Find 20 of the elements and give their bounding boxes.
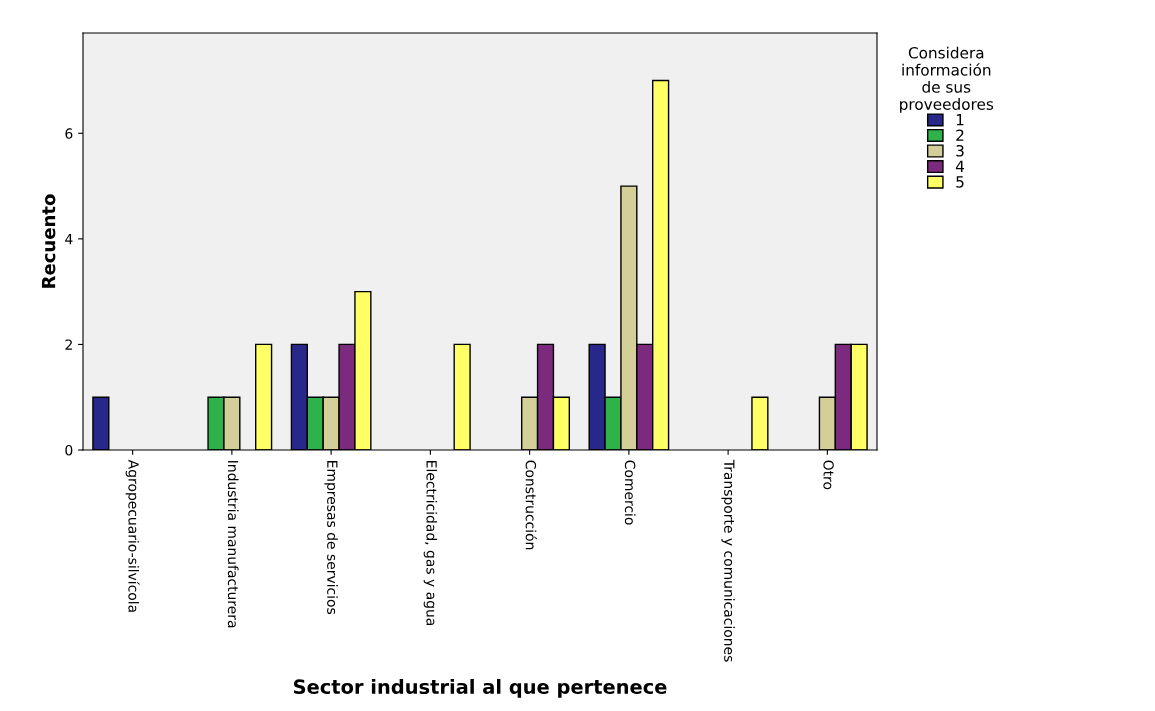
y-axis-title: Recuento [41, 194, 56, 288]
x-tick-label: Empresas de servicios [324, 461, 338, 615]
x-tick-label: Transporte y comunicaciones [721, 459, 735, 662]
y-tick-label: 6 [65, 128, 73, 139]
x-axis-title: Sector industrial al que pertenece [293, 679, 667, 698]
legend-label: 1 [956, 114, 964, 126]
legend-label: 2 [956, 129, 964, 141]
x-tick-label: Agropecuario-silvícola [125, 459, 140, 612]
y-tick-label: 0 [65, 444, 73, 456]
x-tick-label: Comercio [624, 460, 636, 525]
legend-label: 4 [955, 160, 965, 172]
x-tick-label: Otro [823, 460, 834, 490]
legend-label: 3 [956, 144, 964, 157]
y-tick-label: 4 [65, 234, 73, 245]
y-tick-label: 2 [65, 339, 72, 350]
x-tick-label: Construcción [525, 460, 537, 550]
x-tick-label: Electricidad, gas y agua [423, 461, 438, 626]
x-tick-label: Industria manufacturera [227, 461, 239, 628]
legend-title: Considera información de sus proveedores [900, 46, 994, 113]
legend-label: 5 [956, 176, 964, 188]
